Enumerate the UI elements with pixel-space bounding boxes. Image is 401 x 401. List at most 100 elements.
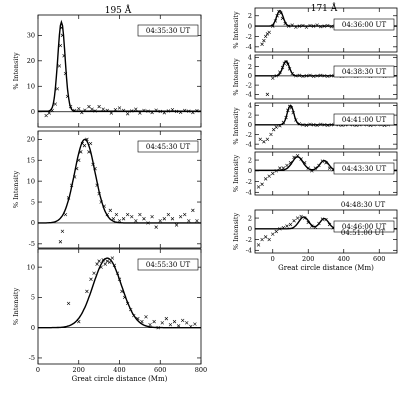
- data-point: [117, 219, 122, 223]
- data-point: [110, 256, 115, 260]
- data-point: [289, 106, 294, 110]
- data-point: [103, 262, 107, 266]
- time-label: 04:41:00 UT: [342, 116, 387, 124]
- data-point: [273, 19, 278, 23]
- data-point: [329, 74, 334, 78]
- data-point: [189, 324, 193, 329]
- data-point: [113, 107, 118, 112]
- data-point: [65, 94, 70, 99]
- data-point: [95, 183, 99, 188]
- data-point: [112, 263, 117, 268]
- data-point: [50, 108, 54, 113]
- data-point: [87, 104, 91, 109]
- data-point: [136, 316, 140, 321]
- data-point: [299, 157, 303, 161]
- data-point: [75, 166, 79, 171]
- data-point: [278, 166, 282, 170]
- data-point: [269, 132, 273, 137]
- data-point: [134, 219, 138, 223]
- data-point: [311, 123, 316, 127]
- data-point: [306, 166, 310, 170]
- time-label: 04:38:30 UT: [342, 68, 387, 76]
- data-point: [101, 258, 105, 262]
- y-tick-label: 2: [248, 12, 252, 20]
- data-point: [83, 108, 87, 112]
- y-axis-label: % Intensity: [232, 213, 240, 251]
- y-tick-label: 15: [27, 157, 35, 165]
- data-point: [99, 200, 103, 204]
- data-point: [271, 127, 276, 132]
- data-point: [185, 321, 189, 325]
- overlay-time-label: 04:51:00 UT: [341, 229, 386, 237]
- plot-frame: [254, 151, 398, 196]
- y-axis-label: % Intensity: [12, 288, 20, 326]
- data-point: [322, 24, 326, 28]
- data-point: [284, 60, 288, 64]
- data-point: [172, 319, 177, 324]
- data-point: [191, 110, 195, 115]
- data-point: [288, 161, 293, 165]
- data-point: [280, 16, 285, 21]
- data-point: [158, 109, 162, 114]
- y-tick-label: 0: [248, 72, 252, 80]
- chart-panel-1: 0 10 20 30 % Intensity 04:35:30 UT: [12, 14, 202, 128]
- data-point: [286, 108, 290, 112]
- y-tick-label: 0: [248, 121, 252, 129]
- overlay-time-label: 04:48:30 UT: [341, 201, 386, 209]
- data-point: [315, 123, 319, 127]
- data-point: [95, 262, 99, 266]
- x-tick-label: 200: [73, 366, 85, 374]
- time-label: 04:45:30 UT: [146, 143, 191, 151]
- data-point: [285, 163, 289, 168]
- data-point: [125, 212, 130, 217]
- data-point: [308, 122, 312, 127]
- plot-frame: [254, 7, 398, 53]
- data-point: [105, 212, 109, 217]
- data-point: [285, 224, 289, 228]
- data-point: [88, 141, 93, 146]
- data-point: [63, 212, 68, 217]
- data-point: [138, 212, 142, 217]
- x-tick-label: 0: [271, 255, 275, 263]
- data-point: [72, 175, 77, 179]
- data-point: [299, 214, 303, 219]
- data-point: [193, 322, 197, 326]
- data-point: [302, 161, 307, 165]
- data-point: [327, 222, 332, 227]
- y-tick-label: 2: [248, 63, 252, 71]
- data-point: [130, 109, 134, 113]
- data-point: [121, 217, 126, 221]
- y-tick-label: 0: [248, 225, 252, 233]
- data-point: [69, 183, 74, 188]
- plot-frame: [254, 54, 398, 100]
- data-point: [77, 319, 81, 324]
- time-label: 04:46:00 UT: [342, 223, 387, 231]
- data-point: [111, 217, 116, 221]
- data-point: [256, 243, 261, 247]
- data-point: [91, 162, 95, 167]
- data-point: [274, 74, 279, 78]
- data-point: [174, 109, 179, 114]
- data-point: [301, 23, 305, 28]
- y-tick-label: 0: [31, 108, 35, 116]
- x-axis-label: Great circle distance (Mm): [278, 264, 374, 272]
- data-point: [187, 219, 191, 223]
- chart-panel-7: -4 -2 0 2 % Intensity 04:43:30 UT: [232, 151, 398, 197]
- plot-frame: [254, 102, 398, 150]
- x-tick-label: 600: [154, 366, 166, 374]
- data-point: [256, 185, 261, 189]
- x-tick-label: 400: [338, 255, 350, 263]
- data-point: [286, 62, 290, 66]
- time-label-box: [333, 162, 395, 175]
- data-point: [260, 42, 264, 46]
- left-column-title: 195 Å: [105, 4, 132, 16]
- data-point: [297, 122, 302, 126]
- data-point: [182, 212, 187, 217]
- data-point: [283, 21, 287, 26]
- data-point: [130, 214, 134, 219]
- data-point: [279, 11, 283, 15]
- time-label: 04:43:30 UT: [342, 165, 387, 173]
- data-point: [82, 143, 87, 148]
